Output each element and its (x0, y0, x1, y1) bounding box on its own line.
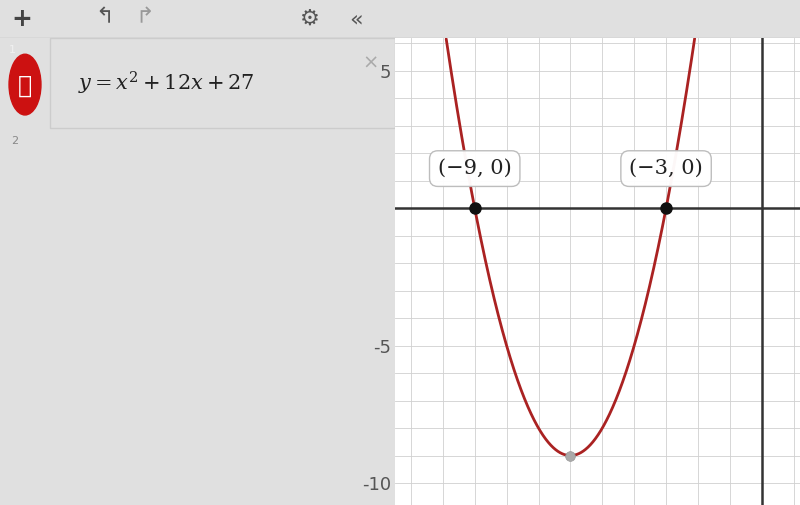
Text: 2: 2 (11, 135, 18, 145)
Text: «: « (349, 9, 363, 29)
Text: (−3, 0): (−3, 0) (629, 159, 703, 178)
Text: ↰: ↰ (96, 7, 114, 27)
Text: ⚙: ⚙ (300, 9, 320, 29)
Text: 𝒩: 𝒩 (18, 74, 32, 98)
Circle shape (9, 54, 41, 115)
Text: ×: × (362, 54, 379, 73)
Text: 1: 1 (9, 45, 16, 55)
Text: (−9, 0): (−9, 0) (438, 159, 511, 178)
Text: +: + (11, 7, 33, 31)
Text: ↱: ↱ (136, 7, 154, 27)
Text: $y = x^2 + 12x + 27$: $y = x^2 + 12x + 27$ (78, 69, 254, 96)
